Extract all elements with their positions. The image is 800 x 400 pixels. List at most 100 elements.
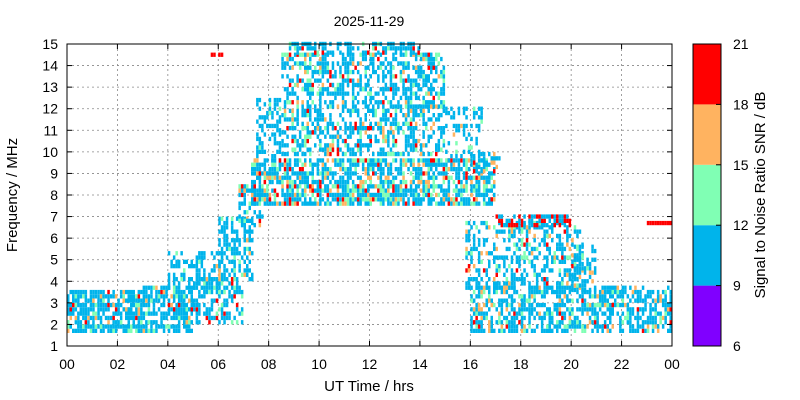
snr-cell — [412, 82, 415, 88]
snr-cell — [573, 274, 577, 280]
snr-cell — [326, 167, 330, 172]
snr-cell — [644, 302, 647, 308]
snr-cell — [341, 56, 345, 62]
snr-cell — [510, 285, 514, 290]
snr-cell — [382, 188, 385, 193]
snr-cell — [636, 289, 640, 295]
snr-cell — [535, 246, 539, 252]
snr-cell — [175, 302, 178, 308]
snr-cell — [437, 158, 441, 163]
snr-cell — [419, 175, 423, 180]
snr-cell — [404, 201, 408, 206]
snr-cell — [117, 311, 120, 316]
snr-cell — [336, 147, 340, 152]
snr-cell — [475, 175, 478, 180]
snr-cell — [82, 294, 85, 299]
snr-cell — [203, 289, 206, 295]
snr-cell — [283, 52, 287, 57]
snr-cell — [349, 78, 352, 83]
snr-cell — [301, 175, 304, 180]
snr-cell — [326, 61, 330, 66]
snr-cell — [268, 110, 272, 116]
snr-cell — [215, 315, 219, 321]
snr-cell — [477, 307, 481, 312]
snr-cell — [591, 244, 594, 249]
snr-cell — [258, 218, 262, 223]
snr-cell — [235, 216, 239, 221]
snr-cell — [205, 281, 209, 286]
snr-cell — [382, 126, 385, 131]
snr-cell — [157, 298, 161, 303]
snr-cell — [407, 188, 410, 193]
snr-cell — [412, 104, 415, 109]
snr-cell — [510, 328, 514, 333]
snr-cell — [304, 69, 307, 75]
snr-cell — [460, 167, 463, 172]
snr-cell — [596, 302, 599, 308]
snr-cell — [72, 289, 75, 295]
snr-cell — [167, 251, 171, 256]
snr-cell — [425, 91, 428, 96]
snr-cell — [540, 324, 544, 329]
snr-cell — [200, 294, 204, 299]
snr-cell — [306, 121, 309, 126]
snr-cell — [344, 130, 347, 135]
snr-cell — [490, 188, 493, 193]
snr-cell — [508, 229, 511, 234]
snr-cell — [361, 184, 365, 189]
snr-cell — [263, 171, 267, 176]
snr-cell — [394, 167, 398, 172]
snr-cell — [389, 82, 393, 88]
snr-cell — [369, 197, 372, 202]
snr-cell — [177, 259, 181, 264]
snr-cell — [243, 197, 246, 202]
snr-cell — [540, 320, 544, 325]
snr-cell — [576, 320, 579, 325]
snr-cell — [384, 158, 388, 163]
snr-cell — [556, 328, 559, 333]
snr-cell — [177, 289, 181, 295]
snr-cell — [130, 315, 133, 321]
snr-cell — [233, 229, 236, 234]
snr-cell — [523, 324, 526, 329]
snr-cell — [598, 298, 602, 303]
snr-cell — [288, 167, 292, 172]
snr-cell — [291, 192, 294, 198]
snr-cell — [263, 179, 267, 185]
snr-cell — [631, 311, 635, 316]
snr-cell — [576, 285, 579, 290]
snr-cell — [430, 117, 433, 122]
snr-cell — [281, 184, 284, 189]
snr-cell — [349, 192, 352, 198]
snr-cell — [372, 162, 375, 167]
snr-cell — [407, 143, 410, 148]
snr-cell — [561, 242, 564, 247]
snr-cell — [551, 268, 554, 273]
snr-cell — [452, 201, 456, 206]
snr-cell — [293, 162, 297, 167]
snr-cell — [455, 141, 458, 146]
snr-cell — [170, 294, 173, 299]
snr-cell — [369, 167, 372, 172]
snr-cell — [170, 324, 173, 329]
snr-cell — [298, 167, 302, 172]
snr-cell — [74, 328, 78, 333]
snr-cell — [508, 328, 511, 333]
snr-cell — [251, 229, 254, 234]
snr-cell — [344, 78, 347, 83]
snr-cell — [369, 184, 372, 189]
snr-cell — [341, 61, 345, 66]
snr-cell — [412, 197, 415, 202]
snr-cell — [283, 201, 287, 206]
snr-cell — [94, 294, 98, 299]
snr-cell — [369, 138, 372, 144]
snr-cell — [102, 298, 105, 303]
snr-cell — [445, 192, 448, 198]
snr-cell — [140, 289, 143, 295]
snr-cell — [447, 184, 451, 189]
snr-cell — [425, 78, 428, 83]
snr-cell — [543, 214, 546, 219]
snr-cell — [361, 179, 365, 185]
snr-cell — [213, 315, 216, 321]
snr-cell — [369, 87, 372, 92]
